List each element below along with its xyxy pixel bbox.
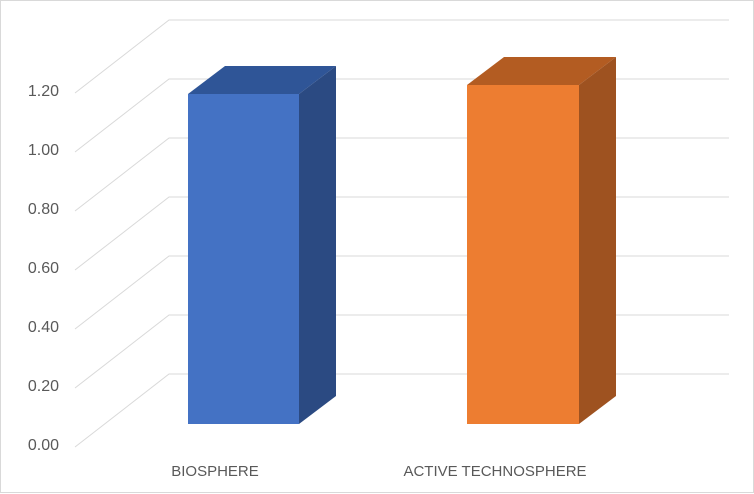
x-category-label-biosphere: BIOSPHERE	[171, 463, 259, 480]
y-tick-label: 1.20	[27, 83, 59, 100]
bar-active-technosphere[interactable]	[467, 57, 616, 424]
bar-biosphere[interactable]	[188, 66, 336, 424]
y-tick-label: 0.40	[27, 319, 59, 336]
gridline-0.60	[74, 196, 729, 271]
y-tick-label: 0.80	[27, 201, 59, 218]
gridline-0.40	[74, 255, 729, 330]
gridlines	[74, 19, 729, 448]
bar-active-technosphere-top	[467, 57, 616, 85]
gridline-0.00	[74, 373, 729, 448]
x-category-label-active-technosphere: ACTIVE TECHNOSPHERE	[403, 463, 587, 480]
bar-active-technosphere-front	[467, 85, 579, 424]
gridline-0.80	[74, 137, 729, 212]
bar-biosphere-front	[188, 94, 299, 424]
gridline-0.20	[74, 314, 729, 389]
bar-active-technosphere-side	[579, 57, 616, 424]
gridline-1.20	[74, 19, 729, 94]
y-tick-label: 0.20	[27, 378, 59, 395]
y-tick-label: 0.60	[27, 260, 59, 277]
gridline-1.00	[74, 78, 729, 153]
bar-biosphere-top	[188, 66, 336, 94]
y-tick-label: 0.00	[27, 437, 59, 454]
y-tick-label: 1.00	[27, 142, 59, 159]
bar-biosphere-side	[299, 66, 336, 424]
